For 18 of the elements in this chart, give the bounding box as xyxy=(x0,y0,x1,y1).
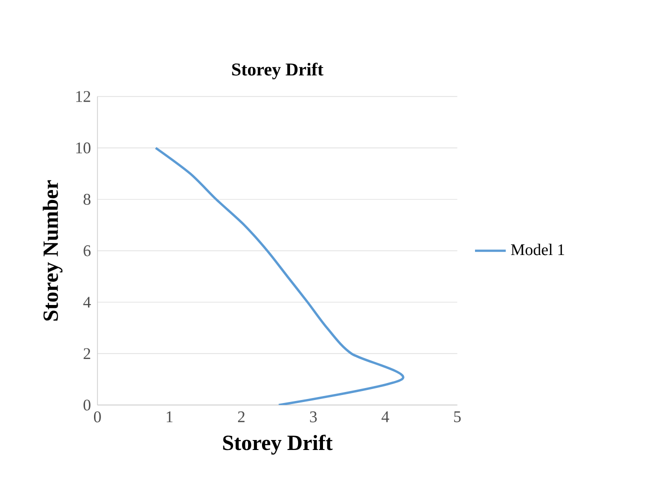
chart-title: Storey Drift xyxy=(232,62,324,80)
y-tick-label: 0 xyxy=(84,400,90,411)
x-tick-label: 2 xyxy=(238,411,245,422)
y-tick-label: 4 xyxy=(83,296,91,308)
y-tick-label: 6 xyxy=(84,245,91,256)
y-tick-label: 10 xyxy=(76,142,90,154)
x-tick-label: 1 xyxy=(166,411,172,422)
x-tick-label: 0 xyxy=(94,411,101,422)
y-tick-label: 2 xyxy=(84,348,90,360)
x-tick-label: 4 xyxy=(382,411,390,422)
x-tick-label: 3 xyxy=(310,411,317,422)
y-tick-label: 8 xyxy=(84,194,90,205)
x-axis-title: Storey Drift xyxy=(223,434,333,455)
legend-label: Model 1 xyxy=(511,244,564,256)
y-tick-label: 12 xyxy=(76,91,90,102)
y-axis-title: Storey Number xyxy=(42,180,62,321)
x-tick-label: 5 xyxy=(454,411,461,422)
line-series xyxy=(154,146,404,406)
